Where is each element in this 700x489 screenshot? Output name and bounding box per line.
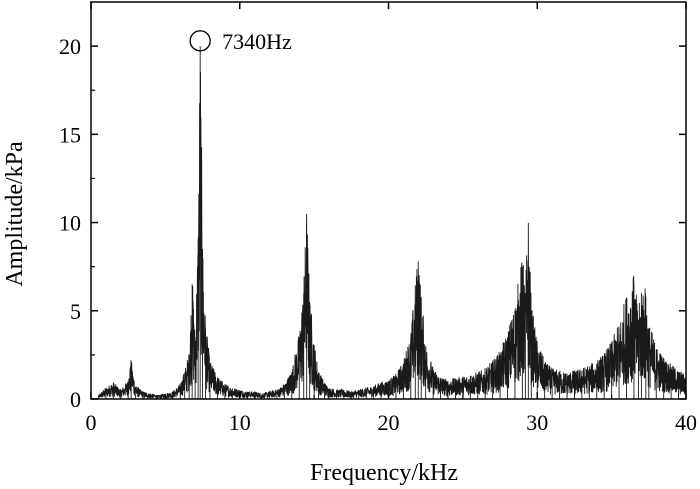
y-tick-label: 10 [59, 211, 81, 236]
x-tick-label: 0 [86, 410, 97, 435]
peak-annotation-label: 7340Hz [222, 29, 292, 54]
y-tick-label: 0 [70, 387, 81, 412]
y-tick-label: 5 [70, 299, 81, 324]
y-tick-label: 20 [59, 34, 81, 59]
x-tick-label: 10 [229, 410, 251, 435]
y-tick-label: 15 [59, 122, 81, 147]
axes: 0 10 20 30 40 0 5 10 15 20 [59, 1, 697, 435]
peak-marker-circle [189, 30, 211, 52]
plot-area [97, 46, 686, 399]
x-tick-label: 20 [378, 410, 400, 435]
y-axis-label: Amplitude/kPa [2, 141, 28, 287]
plot-frame [90, 1, 687, 400]
x-tick-label: 30 [526, 410, 548, 435]
spectrum-series-line [97, 46, 686, 399]
annotations: 7340Hz [189, 29, 292, 54]
x-tick-label: 40 [675, 410, 697, 435]
x-axis-label: Frequency/kHz [310, 460, 458, 486]
